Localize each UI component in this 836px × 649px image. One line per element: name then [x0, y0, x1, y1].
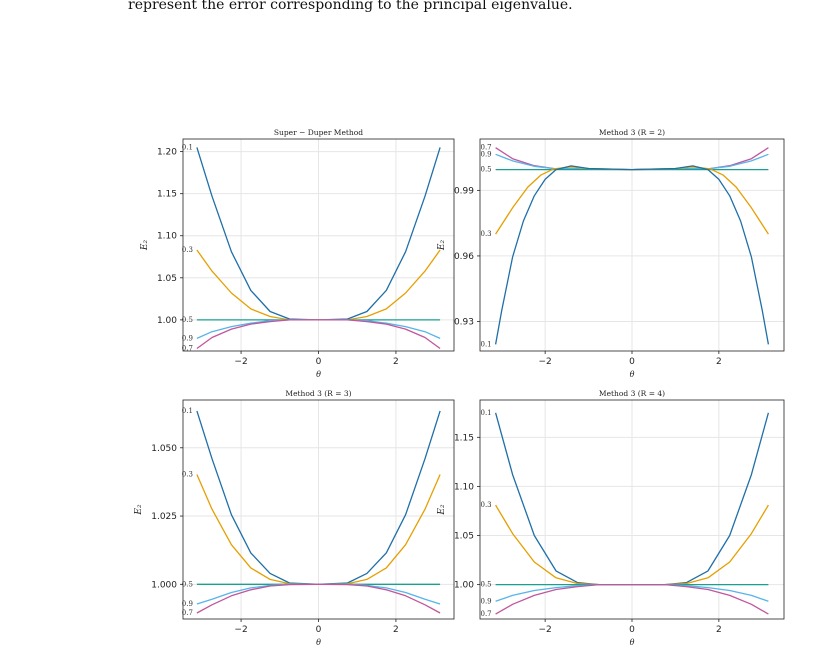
chart-title: Method 3 (R = 3) — [285, 389, 351, 398]
chart-title: Super − Duper Method — [274, 128, 363, 137]
series-label: 0.7 — [480, 610, 491, 618]
series-label: 0.1 — [182, 143, 193, 151]
x-tick-label: 2 — [393, 357, 399, 367]
series-label: 0.3 — [480, 501, 491, 509]
y-tick-label: 1.05 — [157, 274, 177, 284]
y-tick-label: 1.05 — [454, 532, 474, 542]
series-line-0.7 — [495, 583, 769, 615]
y-tick-label: 1.10 — [454, 482, 474, 492]
series-label: 0.3 — [182, 471, 193, 479]
y-tick-label: 1.20 — [157, 148, 177, 158]
y-axis-label: E₂ — [134, 504, 144, 516]
y-tick-label: 0.96 — [454, 252, 474, 262]
y-axis-label: E₂ — [437, 504, 447, 516]
x-tick-label: −2 — [234, 625, 247, 635]
chart-title: Method 3 (R = 2) — [599, 128, 665, 137]
series-label: 0.5 — [182, 580, 193, 588]
y-tick-label: 1.025 — [151, 512, 177, 522]
series-label: 0.9 — [480, 150, 491, 158]
x-axis-label: θ — [630, 638, 635, 647]
series-label: 0.3 — [182, 246, 193, 254]
x-tick-label: −2 — [539, 357, 552, 367]
series-label: 0.5 — [480, 581, 491, 589]
series-label: 0.7 — [182, 609, 193, 617]
x-tick-label: −2 — [539, 625, 552, 635]
chart-panel-1: 0.1 0.3 0.5 0.9 0.7 −2 0 2 1.00 1.05 1.10 1.15 1.20 S… — [140, 128, 455, 379]
series-label: 0.1 — [480, 409, 491, 417]
series-label: 0.5 — [182, 316, 193, 324]
series-line-0.1 — [494, 165, 770, 345]
series-line-0.7 — [196, 583, 441, 614]
x-tick-label: 0 — [629, 625, 635, 635]
caption-text: represent the error corresponding to the… — [128, 0, 573, 13]
series-label: 0.7 — [182, 344, 193, 352]
y-tick-label: 1.050 — [151, 444, 177, 454]
y-tick-label: 1.15 — [157, 190, 177, 200]
x-axis-label: θ — [630, 370, 635, 379]
series-label: 0.5 — [480, 166, 491, 174]
series-label: 0.3 — [480, 230, 491, 238]
x-tick-label: 2 — [393, 625, 399, 635]
chart-panel-4: 0.1 0.3 0.5 0.9 0.7 −2 0 2 1.00 1.05 1.10 1.15 Metho… — [437, 389, 785, 647]
chart-panel-2: 0.70.9 0.5 0.3 0.1 −2 0 2 0.93 0.96 0.99 Method 3 … — [437, 128, 785, 379]
y-tick-label: 0.99 — [454, 186, 474, 196]
x-tick-label: 0 — [316, 357, 322, 367]
y-tick-label: 1.00 — [454, 581, 474, 591]
x-tick-label: 2 — [716, 625, 722, 635]
series-line-0.7 — [196, 319, 441, 350]
chart-title: Method 3 (R = 4) — [599, 389, 665, 398]
series-label: 0.1 — [182, 407, 193, 415]
y-axis-label: E₂ — [140, 240, 150, 252]
series-label: 0.9 — [480, 597, 491, 605]
x-tick-label: −2 — [234, 357, 247, 367]
y-axis-label: E₂ — [437, 240, 447, 252]
chart-panel-3: 0.1 0.3 0.5 0.90.7 −2 0 2 1.000 1.025 1.050 Method… — [134, 389, 455, 647]
x-tick-label: 2 — [716, 357, 722, 367]
series-label: 0.1 — [480, 340, 491, 348]
series-label: 0.9 — [182, 600, 193, 608]
x-tick-label: 0 — [316, 625, 322, 635]
y-tick-label: 1.15 — [454, 433, 474, 443]
x-tick-label: 0 — [629, 357, 635, 367]
y-tick-label: 1.00 — [157, 316, 177, 326]
series-label: 0.7 — [480, 144, 491, 152]
y-tick-label: 1.000 — [151, 580, 177, 590]
y-tick-label: 1.10 — [157, 232, 177, 242]
y-tick-label: 0.93 — [454, 317, 474, 327]
x-axis-label: θ — [316, 638, 321, 647]
x-axis-label: θ — [316, 370, 321, 379]
series-label: 0.9 — [182, 334, 193, 342]
